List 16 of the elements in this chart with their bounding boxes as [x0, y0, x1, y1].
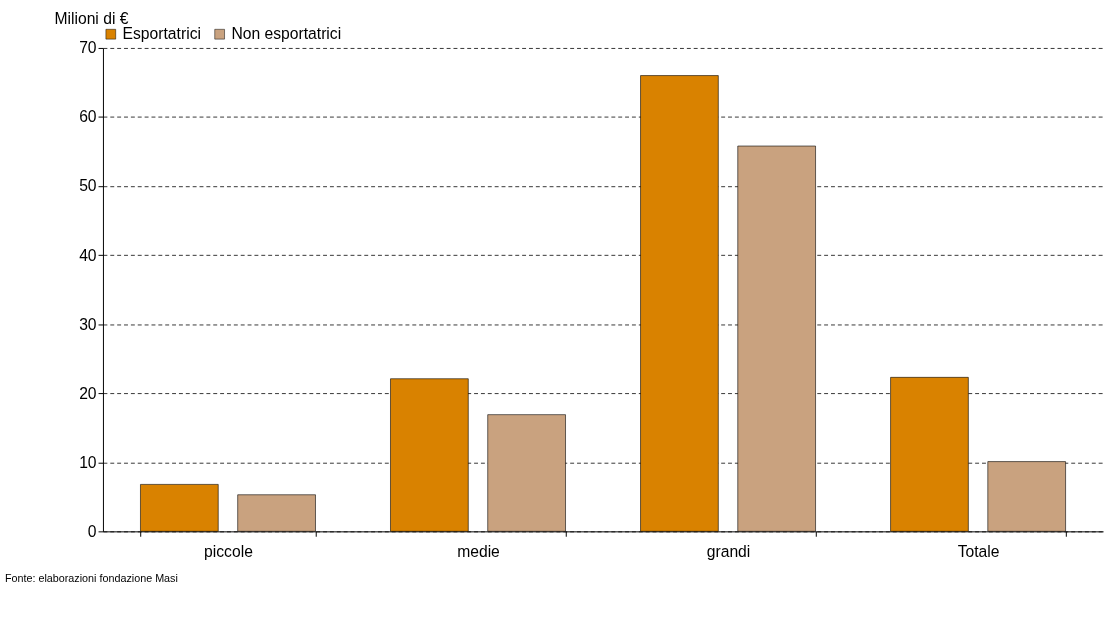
x-tick-label: piccole	[204, 543, 254, 561]
x-tick-label: medie	[457, 543, 501, 561]
x-tick-label: grandi	[706, 543, 751, 561]
legend-label: Non esportatrici	[231, 25, 342, 43]
y-axis-title: Milioni di €	[54, 9, 129, 27]
y-tick-label: 60	[79, 108, 97, 126]
y-tick-label: 50	[79, 177, 97, 195]
y-tick-label: 40	[79, 246, 97, 264]
y-tick-label: 70	[79, 39, 97, 57]
y-tick-label: 20	[79, 384, 97, 402]
y-tick-label: 30	[79, 315, 97, 333]
source-note: Fonte: elaborazioni fondazione Masi	[4, 572, 178, 585]
y-tick-label: 10	[79, 453, 97, 471]
legend-label: Esportatrici	[122, 25, 201, 43]
y-tick-label: 0	[87, 522, 97, 540]
x-tick-label: Totale	[957, 543, 1000, 561]
